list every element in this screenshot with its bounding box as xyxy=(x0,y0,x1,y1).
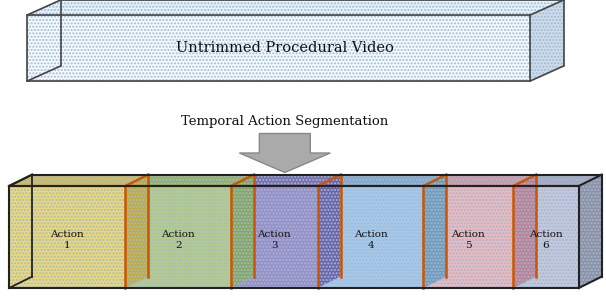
Polygon shape xyxy=(530,0,564,81)
Polygon shape xyxy=(513,175,602,186)
Polygon shape xyxy=(27,0,61,81)
Polygon shape xyxy=(318,175,341,288)
Polygon shape xyxy=(231,186,318,288)
Text: Temporal Action Segmentation: Temporal Action Segmentation xyxy=(181,115,388,128)
Text: Action
3: Action 3 xyxy=(258,230,291,250)
Polygon shape xyxy=(9,186,125,288)
Polygon shape xyxy=(513,186,579,288)
Polygon shape xyxy=(579,175,602,288)
Polygon shape xyxy=(318,186,424,288)
Polygon shape xyxy=(231,175,254,288)
Polygon shape xyxy=(318,175,447,186)
Polygon shape xyxy=(9,175,32,288)
Polygon shape xyxy=(125,175,148,288)
Polygon shape xyxy=(424,186,513,288)
Polygon shape xyxy=(27,0,564,15)
Text: Action
5: Action 5 xyxy=(451,230,485,250)
Polygon shape xyxy=(27,15,530,81)
Polygon shape xyxy=(231,175,341,186)
Polygon shape xyxy=(424,175,536,186)
Text: Action
6: Action 6 xyxy=(529,230,563,250)
Text: Untrimmed Procedural Video: Untrimmed Procedural Video xyxy=(176,41,394,55)
Text: Action
4: Action 4 xyxy=(354,230,387,250)
Text: Action
2: Action 2 xyxy=(161,230,195,250)
Polygon shape xyxy=(513,175,536,288)
Polygon shape xyxy=(125,175,254,186)
Text: Action
1: Action 1 xyxy=(50,230,84,250)
Polygon shape xyxy=(9,175,148,186)
Polygon shape xyxy=(424,175,447,288)
Polygon shape xyxy=(239,134,330,172)
Polygon shape xyxy=(125,186,231,288)
